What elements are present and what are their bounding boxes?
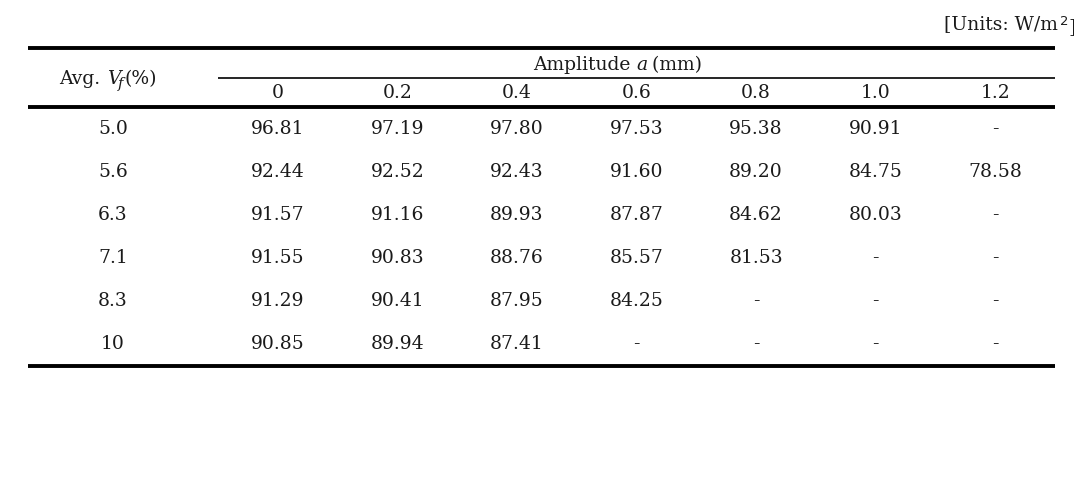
Text: 1.0: 1.0: [860, 84, 890, 102]
Text: 89.94: 89.94: [371, 335, 424, 353]
Text: 5.6: 5.6: [98, 163, 128, 181]
Text: 84.62: 84.62: [729, 206, 783, 224]
Text: 97.19: 97.19: [371, 120, 424, 138]
Text: 84.25: 84.25: [610, 292, 664, 310]
Text: 89.20: 89.20: [729, 163, 783, 181]
Text: 0.2: 0.2: [382, 84, 412, 102]
Text: 85.57: 85.57: [610, 249, 664, 267]
Text: -: -: [992, 206, 999, 224]
Text: Avg.: Avg.: [59, 70, 106, 88]
Text: 96.81: 96.81: [251, 120, 305, 138]
Text: -: -: [753, 292, 759, 310]
Text: 97.53: 97.53: [610, 120, 664, 138]
Text: 91.16: 91.16: [371, 206, 424, 224]
Text: -: -: [992, 120, 999, 138]
Text: 5.0: 5.0: [98, 120, 128, 138]
Text: 6.3: 6.3: [98, 206, 128, 224]
Text: 89.93: 89.93: [490, 206, 543, 224]
Text: 90.41: 90.41: [371, 292, 424, 310]
Text: 0.4: 0.4: [502, 84, 532, 102]
Text: -: -: [872, 249, 879, 267]
Text: 78.58: 78.58: [969, 163, 1022, 181]
Text: 0.8: 0.8: [741, 84, 771, 102]
Text: 87.87: 87.87: [610, 206, 664, 224]
Text: 97.80: 97.80: [490, 120, 543, 138]
Text: 87.41: 87.41: [490, 335, 543, 353]
Text: 91.57: 91.57: [251, 206, 305, 224]
Text: V: V: [107, 70, 120, 88]
Text: 91.29: 91.29: [251, 292, 305, 310]
Text: 95.38: 95.38: [729, 120, 783, 138]
Text: [Units: W/m: [Units: W/m: [944, 15, 1058, 33]
Text: 92.52: 92.52: [371, 163, 424, 181]
Text: 90.91: 90.91: [848, 120, 902, 138]
Text: 90.83: 90.83: [371, 249, 424, 267]
Text: -: -: [992, 292, 999, 310]
Text: 10: 10: [101, 335, 125, 353]
Text: 91.55: 91.55: [251, 249, 305, 267]
Text: a: a: [637, 56, 648, 74]
Text: 7.1: 7.1: [98, 249, 128, 267]
Text: 91.60: 91.60: [610, 163, 664, 181]
Text: 90.85: 90.85: [251, 335, 305, 353]
Text: 0.6: 0.6: [622, 84, 651, 102]
Text: 80.03: 80.03: [848, 206, 902, 224]
Text: (%): (%): [125, 70, 158, 88]
Text: 0: 0: [272, 84, 284, 102]
Text: 92.43: 92.43: [490, 163, 543, 181]
Text: 8.3: 8.3: [98, 292, 128, 310]
Text: 81.53: 81.53: [729, 249, 783, 267]
Text: (mm): (mm): [645, 56, 701, 74]
Text: 84.75: 84.75: [848, 163, 902, 181]
Text: -: -: [872, 335, 879, 353]
Text: -: -: [992, 335, 999, 353]
Text: 88.76: 88.76: [490, 249, 543, 267]
Text: -: -: [992, 249, 999, 267]
Text: -: -: [872, 292, 879, 310]
Text: -: -: [753, 335, 759, 353]
Text: -: -: [634, 335, 640, 353]
Text: 92.44: 92.44: [251, 163, 305, 181]
Text: 87.95: 87.95: [490, 292, 543, 310]
Text: $^2$]: $^2$]: [1059, 15, 1074, 40]
Text: f: f: [118, 77, 124, 91]
Text: Amplitude: Amplitude: [533, 56, 637, 74]
Text: 1.2: 1.2: [981, 84, 1010, 102]
